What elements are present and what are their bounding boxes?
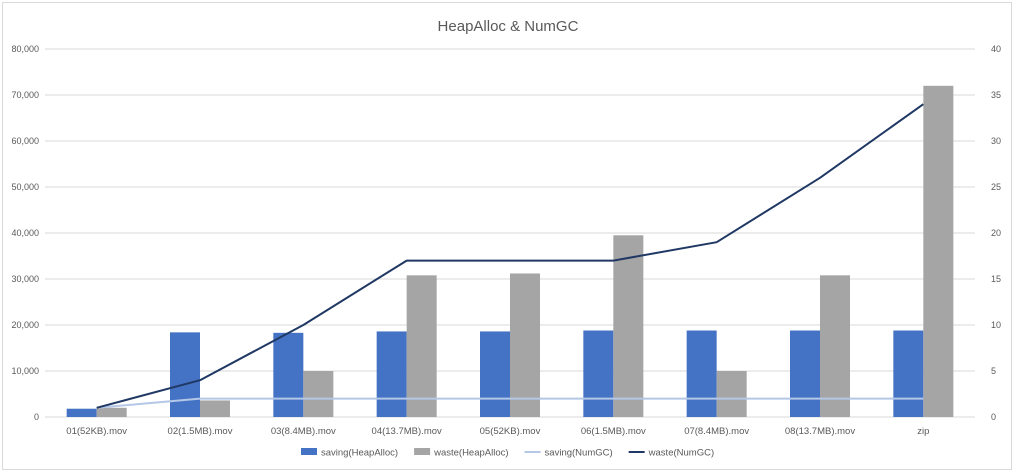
left-axis-tick-label: 70,000: [11, 90, 39, 100]
right-axis-tick-label: 0: [991, 412, 996, 422]
line-series: [96, 103, 924, 409]
left-axis-tick-label: 50,000: [11, 182, 39, 192]
bar-saving(HeapAlloc): [66, 408, 97, 417]
left-axis-tick-label: 60,000: [11, 136, 39, 146]
bar-waste(HeapAlloc): [303, 371, 334, 417]
right-axis-tick-label: 15: [991, 274, 1001, 284]
bar-saving(HeapAlloc): [170, 332, 200, 417]
legend: saving(HeapAlloc) waste(HeapAlloc) saving(…: [301, 448, 714, 459]
legend-label: saving(HeapAlloc): [321, 448, 398, 459]
left-axis-tick-label: 40,000: [11, 228, 39, 238]
legend-swatch: [301, 448, 317, 455]
legend-label: saving(NumGC): [545, 448, 613, 459]
bar-saving(HeapAlloc): [790, 330, 820, 417]
category-label: 02(1.5MB).mov: [168, 426, 233, 437]
bar-saving(HeapAlloc): [686, 330, 717, 417]
right-axis-tick-label: 25: [991, 182, 1001, 192]
right-axis-tick-label: 40: [991, 44, 1001, 54]
line-saving(NumGC): [96, 397, 924, 409]
legend-label: waste(HeapAlloc): [433, 448, 508, 459]
category-label: 08(13.7MB).mov: [785, 426, 855, 437]
bar-saving(HeapAlloc): [583, 330, 614, 417]
bar-saving(HeapAlloc): [376, 331, 407, 417]
right-axis-tick-label: 10: [991, 320, 1001, 330]
category-label: 03(8.4MB).mov: [271, 426, 336, 437]
bar-waste(HeapAlloc): [510, 273, 540, 417]
left-axis-tick-label: 0: [34, 412, 39, 422]
right-axis-labels: 0 5 10 15 20 25 30 35 40: [991, 44, 1001, 422]
category-label: 05(52KB).mov: [480, 426, 541, 437]
left-axis-tick-label: 10,000: [11, 366, 39, 376]
bar-waste(HeapAlloc): [716, 371, 747, 417]
right-axis-tick-label: 35: [991, 90, 1001, 100]
category-label: zip: [917, 426, 929, 437]
right-axis-tick-label: 20: [991, 228, 1001, 238]
bar-waste(HeapAlloc): [96, 407, 127, 417]
bar-saving(HeapAlloc): [273, 332, 304, 417]
legend-label: waste(NumGC): [648, 448, 714, 459]
bar-saving(HeapAlloc): [480, 331, 510, 417]
category-label: 07(8.4MB).mov: [684, 426, 749, 437]
left-axis-tick-label: 80,000: [11, 44, 39, 54]
chart-title: HeapAlloc & NumGC: [438, 18, 579, 35]
bar-saving(HeapAlloc): [893, 330, 924, 417]
bar-waste(HeapAlloc): [613, 235, 644, 417]
bar-series: [66, 85, 954, 418]
bar-waste(HeapAlloc): [200, 400, 230, 417]
left-axis-tick-label: 30,000: [11, 274, 39, 284]
right-axis-tick-label: 30: [991, 136, 1001, 146]
bar-waste(HeapAlloc): [923, 85, 954, 418]
bar-waste(HeapAlloc): [820, 275, 850, 417]
category-label: 01(52KB).mov: [66, 426, 127, 437]
legend-swatch: [414, 448, 431, 455]
combo-chart: HeapAlloc & NumGC 0 10,000 20,000 30,000 40,…: [11, 18, 1001, 459]
right-axis-tick-label: 5: [991, 366, 996, 376]
bar-waste(HeapAlloc): [406, 275, 437, 417]
left-axis-labels: 0 10,000 20,000 30,000 40,000 50,000 60,000 70,…: [11, 44, 39, 422]
category-label: 04(13.7MB).mov: [372, 426, 442, 437]
category-label: 06(1.5MB).mov: [581, 426, 646, 437]
category-axis-labels: 01(52KB).mov 02(1.5MB).mov 03(8.4MB).mov 04…: [66, 426, 929, 437]
left-axis-tick-label: 20,000: [11, 320, 39, 330]
line-waste(NumGC): [96, 103, 924, 409]
